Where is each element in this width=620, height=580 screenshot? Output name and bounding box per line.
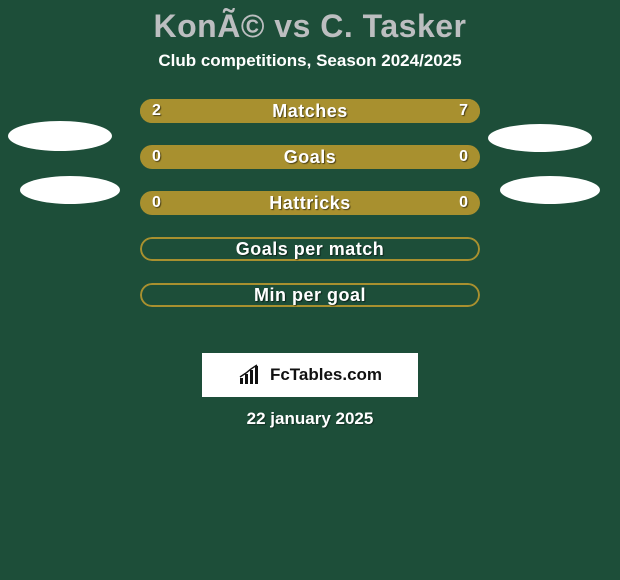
stat-label: Goals xyxy=(140,145,480,169)
stat-row: Min per goal xyxy=(0,283,620,329)
stat-bar: 27Matches xyxy=(140,99,480,123)
page-title: KonÃ© vs C. Tasker xyxy=(0,0,620,45)
stat-row: Goals per match xyxy=(0,237,620,283)
snapshot-date: 22 january 2025 xyxy=(0,409,620,429)
stat-label: Hattricks xyxy=(140,191,480,215)
player-left-badge xyxy=(8,121,112,151)
stat-label: Matches xyxy=(140,99,480,123)
comparison-card: KonÃ© vs C. Tasker Club competitions, Se… xyxy=(0,0,620,580)
player-right-badge xyxy=(488,124,592,152)
stat-bar: 00Hattricks xyxy=(140,191,480,215)
player-left-badge xyxy=(20,176,120,204)
stat-label: Goals per match xyxy=(140,237,480,261)
source-logo-text: FcTables.com xyxy=(270,365,382,385)
stat-label: Min per goal xyxy=(140,283,480,307)
stat-bar: Min per goal xyxy=(140,283,480,307)
bar-chart-icon xyxy=(238,364,264,386)
subtitle: Club competitions, Season 2024/2025 xyxy=(0,51,620,71)
source-logo: FcTables.com xyxy=(202,353,418,397)
player-right-badge xyxy=(500,176,600,204)
stat-bar: 00Goals xyxy=(140,145,480,169)
stat-bar: Goals per match xyxy=(140,237,480,261)
